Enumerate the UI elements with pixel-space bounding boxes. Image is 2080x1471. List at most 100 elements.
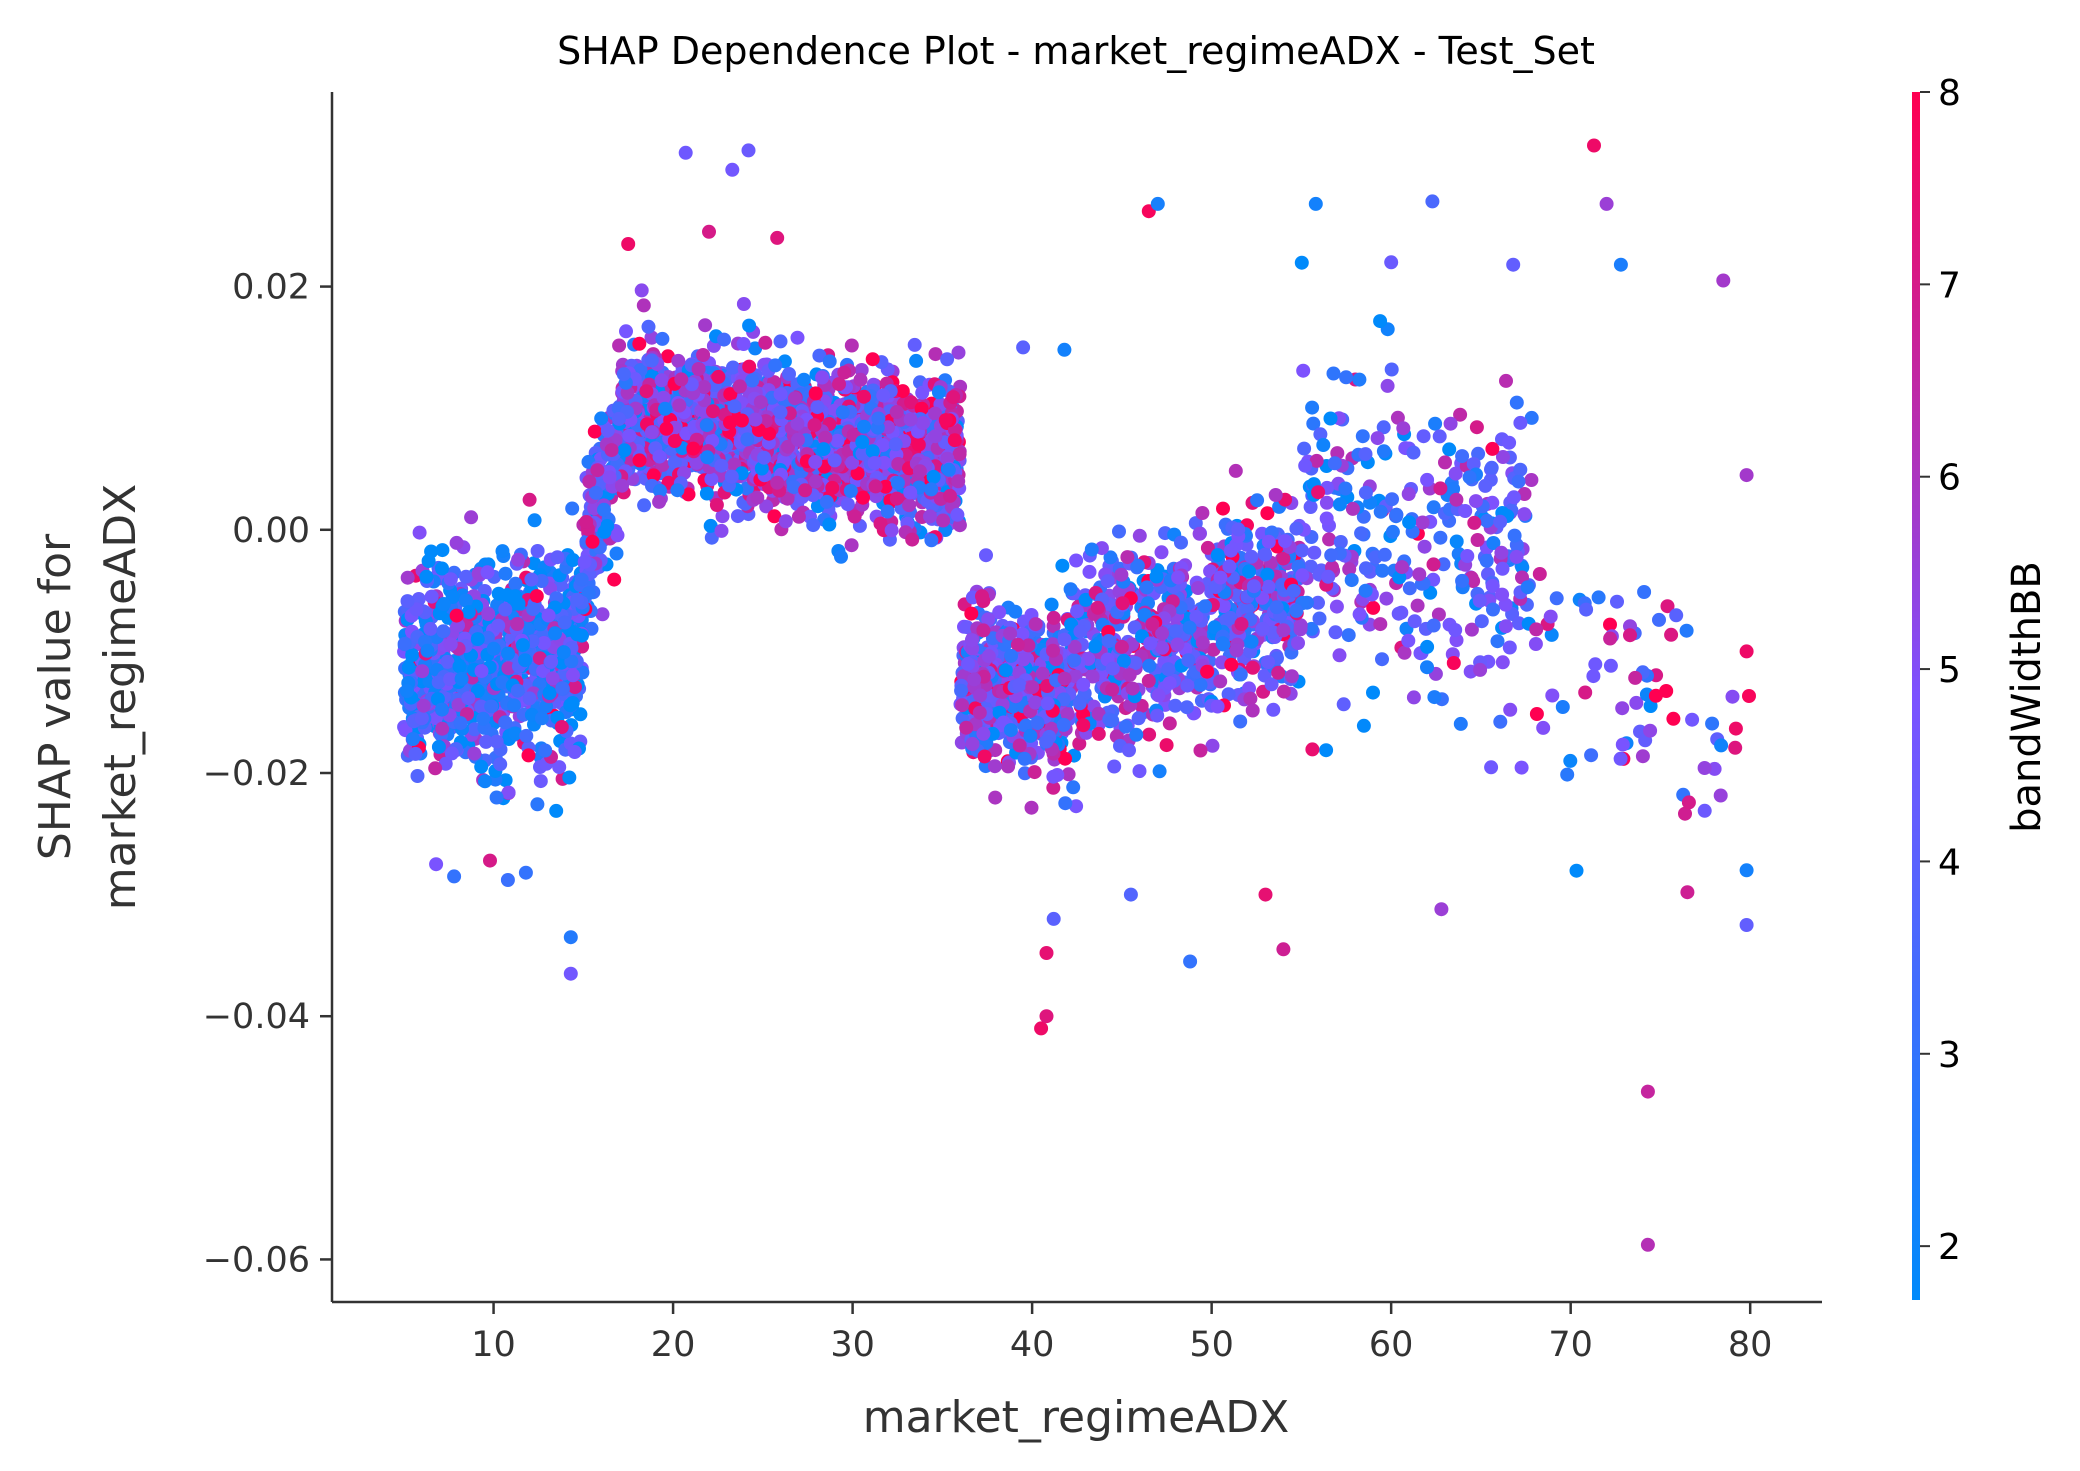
scatter-point <box>1233 667 1248 682</box>
scatter-point <box>909 353 924 368</box>
scatter-point <box>951 474 966 489</box>
x-axis-label: market_regimeADX <box>863 1392 1290 1443</box>
scatter-point <box>1128 656 1143 670</box>
scatter-point <box>1044 597 1059 612</box>
scatter-point <box>818 430 833 445</box>
scatter-point <box>1072 736 1087 751</box>
scatter-point <box>416 698 431 713</box>
scatter-point <box>1016 340 1031 355</box>
scatter-point <box>770 230 785 245</box>
scatter-point <box>1188 516 1203 531</box>
scatter-point <box>1401 633 1416 648</box>
scatter-point <box>655 331 670 346</box>
scatter-point <box>1084 542 1099 557</box>
scatter-point <box>474 699 489 714</box>
scatter-point <box>1498 619 1513 634</box>
scatter-point <box>529 589 544 604</box>
scatter-point <box>699 486 714 501</box>
scatter-point <box>585 534 600 549</box>
scatter-point <box>815 370 830 385</box>
scatter-point <box>1137 608 1152 622</box>
scatter-point <box>884 523 899 538</box>
scatter-point <box>1384 362 1399 377</box>
scatter-point <box>1455 573 1470 588</box>
colorbar <box>1912 92 1920 1300</box>
scatter-point <box>1513 415 1528 430</box>
scatter-point <box>1478 478 1493 493</box>
scatter-point <box>549 803 564 818</box>
scatter-point <box>1105 661 1120 676</box>
scatter-point <box>987 759 1002 774</box>
scatter-point <box>408 746 423 761</box>
scatter-point <box>1223 610 1238 625</box>
scatter-point <box>1643 723 1658 738</box>
scatter-point <box>1258 887 1273 902</box>
scatter-point <box>1697 803 1712 818</box>
scatter-point <box>616 367 631 382</box>
scatter-point <box>1584 748 1599 763</box>
scatter-point <box>1319 495 1334 510</box>
scatter-point <box>1610 594 1624 609</box>
scatter-point <box>1391 606 1406 621</box>
scatter-point <box>786 480 801 494</box>
scatter-point <box>1122 668 1137 682</box>
scatter-point <box>1480 513 1494 528</box>
scatter-point <box>1210 699 1225 714</box>
scatter-point <box>1496 450 1510 464</box>
scatter-point <box>587 424 602 439</box>
scatter-point <box>438 756 453 771</box>
scatter-point <box>1588 657 1603 672</box>
scatter-point <box>652 494 667 509</box>
scatter-point <box>1420 639 1435 654</box>
scatter-point <box>924 533 939 548</box>
scatter-point <box>565 553 580 567</box>
scatter-point <box>856 490 870 505</box>
scatter-point <box>977 749 992 764</box>
scatter-point <box>1229 643 1244 658</box>
scatter-points <box>397 138 1756 1252</box>
scatter-point <box>1615 701 1630 716</box>
x-tick-label: 60 <box>1369 1325 1414 1365</box>
scatter-point <box>1223 543 1238 558</box>
scatter-point <box>725 162 740 177</box>
scatter-point <box>652 449 667 464</box>
scatter-point <box>1072 696 1087 711</box>
scatter-point <box>1524 473 1539 487</box>
scatter-point <box>1276 942 1291 957</box>
scatter-point <box>406 732 420 746</box>
scatter-point <box>1309 453 1324 468</box>
scatter-point <box>1563 753 1578 768</box>
x-tick-label: 70 <box>1548 1325 1593 1365</box>
scatter-point <box>1446 482 1461 496</box>
scatter-point <box>857 389 871 404</box>
scatter-point <box>1652 612 1666 627</box>
scatter-point <box>476 711 491 726</box>
scatter-point <box>491 618 506 633</box>
scatter-point <box>498 715 513 730</box>
scatter-point <box>1046 769 1061 784</box>
scatter-point <box>1524 410 1539 425</box>
scatter-point <box>600 423 615 438</box>
scatter-point <box>400 594 415 609</box>
scatter-point <box>1162 716 1177 731</box>
scatter-point <box>1426 557 1441 572</box>
scatter-point <box>981 612 996 627</box>
scatter-point <box>1448 623 1463 637</box>
scatter-point <box>1728 740 1743 755</box>
scatter-point <box>1243 691 1258 706</box>
scatter-point <box>597 524 612 539</box>
scatter-point <box>1028 695 1043 710</box>
scatter-point <box>423 621 438 636</box>
scatter-point <box>1193 743 1208 758</box>
scatter-point <box>1341 628 1356 643</box>
chart-title: SHAP Dependence Plot - market_regimeADX … <box>557 29 1595 73</box>
scatter-point <box>1326 366 1341 381</box>
scatter-point <box>1305 400 1320 415</box>
scatter-point <box>1246 579 1261 594</box>
scatter-point <box>1150 196 1165 211</box>
scatter-point <box>1258 547 1273 562</box>
scatter-point <box>1529 707 1544 721</box>
scatter-point <box>1155 626 1170 641</box>
scatter-point <box>1473 662 1488 677</box>
